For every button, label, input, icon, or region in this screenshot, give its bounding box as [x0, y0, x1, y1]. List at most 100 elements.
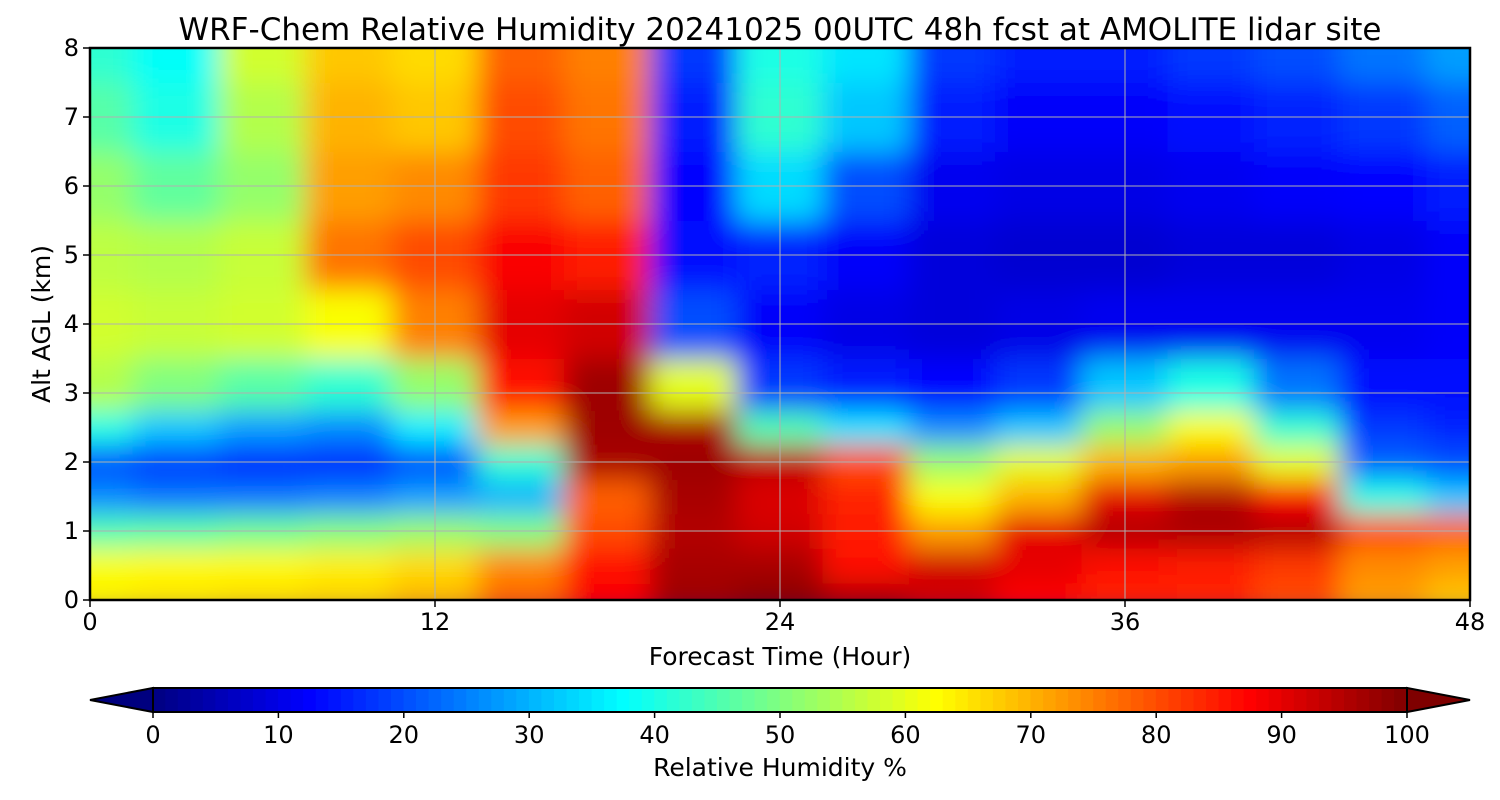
heatmap-cell	[995, 48, 1083, 83]
colorbar-bin	[215, 688, 229, 712]
colorbar-bin	[1381, 688, 1395, 712]
heatmap-cell	[305, 582, 393, 600]
colorbar-bin	[1318, 688, 1333, 712]
colorbar-bin	[917, 688, 931, 712]
heatmap-cell	[995, 582, 1083, 600]
colorbar-tick-label: 70	[1016, 721, 1047, 749]
colorbar-bin	[1005, 688, 1019, 712]
heatmap-cell	[218, 547, 307, 584]
colorbar-bin	[340, 688, 354, 712]
heatmap-cell	[822, 48, 910, 83]
colorbar-tick-label: 0	[145, 721, 160, 749]
colorbar-bin	[629, 688, 643, 712]
heatmap-cell	[218, 582, 307, 600]
heatmap-cell	[650, 582, 738, 600]
heatmap-cell	[305, 48, 393, 83]
heatmap-cell	[132, 478, 220, 515]
colorbar-bin	[441, 688, 455, 712]
heatmap-cell	[218, 409, 307, 446]
colorbar-bin	[1180, 688, 1195, 712]
heatmap-cell	[90, 358, 134, 411]
colorbar-bin	[1030, 688, 1044, 712]
colorbar-bin	[390, 688, 405, 712]
colorbar-bin	[1118, 688, 1132, 712]
colorbar-bin	[416, 688, 430, 712]
colorbar-bin	[967, 688, 981, 712]
colorbar-bin	[240, 688, 254, 712]
colorbar-bins	[152, 688, 1408, 712]
heatmap-cell	[477, 48, 565, 83]
heatmap-cell	[1167, 582, 1255, 600]
colorbar-bin	[754, 688, 768, 712]
heatmap-cell	[563, 409, 652, 446]
colorbar-bin	[190, 688, 204, 712]
colorbar-bin	[1105, 688, 1119, 712]
heatmap-cell	[305, 409, 393, 446]
colorbar-bin	[1130, 688, 1144, 712]
heatmap-cell	[1253, 409, 1342, 446]
heatmap-cell	[650, 478, 738, 515]
colorbar-bin	[478, 688, 492, 712]
colorbar-bin	[1043, 688, 1057, 712]
colorbar-tick-label: 100	[1384, 721, 1430, 749]
colorbar-bin	[328, 688, 342, 712]
heatmap-cell	[477, 409, 565, 446]
colorbar-bin	[1080, 688, 1094, 712]
heatmap-cell	[650, 547, 738, 584]
heatmap-cell	[1340, 478, 1428, 515]
colorbar-bin	[253, 688, 267, 712]
colorbar-bin	[315, 688, 329, 712]
colorbar-bin	[353, 688, 367, 712]
colorbar-bin	[428, 688, 442, 712]
colorbar-bin	[177, 688, 191, 712]
heatmap-cell	[908, 48, 997, 83]
colorbar-bin	[842, 688, 856, 712]
x-tick-label: 12	[420, 608, 451, 636]
heatmap-cell	[90, 409, 134, 446]
heatmap-cell	[1253, 478, 1342, 515]
colorbar-bin	[817, 688, 831, 712]
heatmap-cell	[90, 582, 134, 600]
colorbar-bin	[854, 688, 869, 712]
colorbar-bin	[942, 688, 956, 712]
heatmap-cell	[995, 478, 1083, 515]
colorbar-bin	[779, 688, 793, 712]
colorbar-bin	[1243, 688, 1257, 712]
chart-title: WRF-Chem Relative Humidity 20241025 00UT…	[178, 12, 1381, 48]
plot-area	[90, 48, 1470, 600]
colorbar-ticks: 0 10 20 30 40 50 60 70 80 90 100	[145, 712, 1430, 749]
colorbar-bin	[880, 688, 894, 712]
heatmap-cell	[1340, 547, 1428, 584]
colorbar-bin	[729, 688, 743, 712]
colorbar-bin	[1256, 688, 1270, 712]
heatmap-cell	[305, 358, 393, 411]
heatmap-cell	[1340, 358, 1428, 411]
colorbar-bin	[1093, 688, 1107, 712]
y-tick-label: 5	[64, 241, 79, 269]
colorbar-bin	[1281, 688, 1295, 712]
heatmap-cell	[1426, 358, 1470, 411]
colorbar-bin	[303, 688, 317, 712]
colorbar-bin	[528, 688, 543, 712]
colorbar-tick-label: 60	[890, 721, 921, 749]
heatmap-cell	[1426, 409, 1470, 446]
heatmap-cell	[1167, 547, 1255, 584]
colorbar-bin	[930, 688, 944, 712]
heatmap-cell	[1167, 409, 1255, 446]
colorbar-bin	[804, 688, 818, 712]
colorbar-bin	[654, 688, 668, 712]
heatmap-cell	[995, 358, 1083, 411]
heatmap-cell	[650, 48, 738, 83]
colorbar-bin	[1344, 688, 1358, 712]
colorbar-bin	[892, 688, 906, 712]
heatmap-cell	[477, 358, 565, 411]
colorbar-bin	[742, 688, 756, 712]
heatmap-cell	[1426, 48, 1470, 83]
heatmap-cell	[1340, 582, 1428, 600]
colorbar-bin	[1168, 688, 1182, 712]
heatmap-cell	[822, 547, 910, 584]
heatmap-cell	[908, 358, 997, 411]
y-tick-label: 0	[64, 586, 79, 614]
colorbar-bin	[717, 688, 731, 712]
heatmap-cell	[132, 547, 220, 584]
